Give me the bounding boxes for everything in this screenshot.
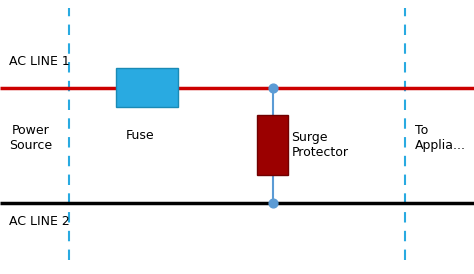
Bar — [116, 68, 178, 107]
Bar — [257, 115, 288, 175]
Text: Fuse: Fuse — [126, 129, 154, 142]
Text: Power
Source: Power Source — [9, 124, 52, 152]
Text: Surge
Protector: Surge Protector — [292, 131, 348, 159]
Text: AC LINE 1: AC LINE 1 — [9, 55, 70, 68]
Text: To
Applia...: To Applia... — [415, 124, 466, 152]
Text: AC LINE 2: AC LINE 2 — [9, 215, 70, 229]
Point — [269, 201, 276, 205]
Point — [269, 85, 276, 90]
